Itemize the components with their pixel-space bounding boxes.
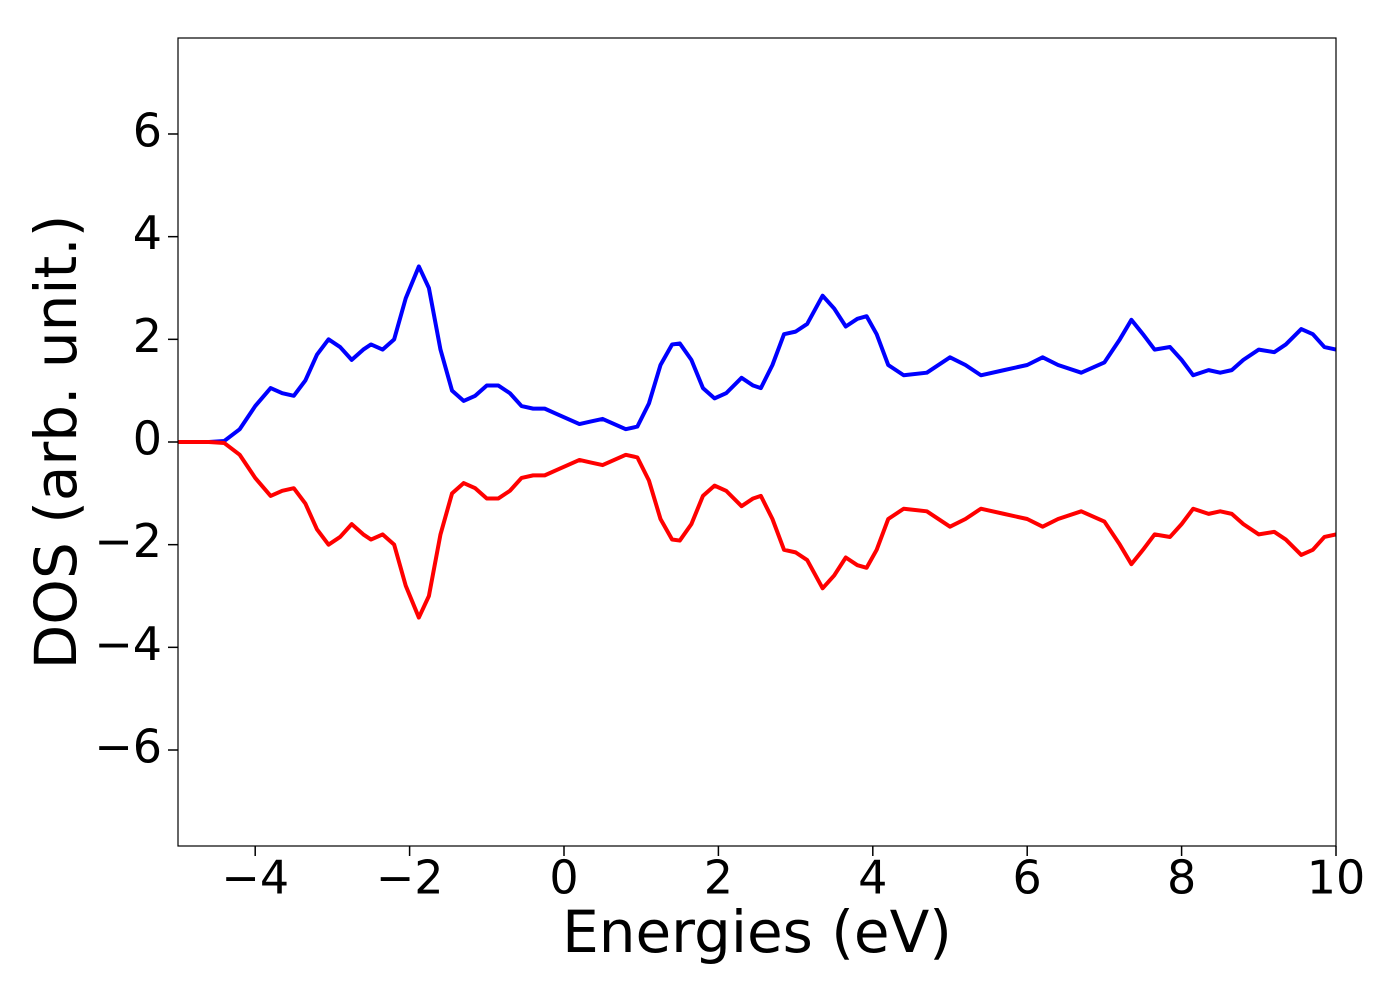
x-tick-label: 6 [1013,851,1042,905]
y-tick-label: −2 [94,514,162,568]
x-tick-label: 10 [1307,851,1366,905]
y-tick-label: 2 [133,309,162,363]
x-tick-label: 0 [549,851,578,905]
y-axis-label: DOS (arb. unit.) [22,215,90,670]
x-tick-label: −4 [221,851,289,905]
plot-frame [177,37,1337,847]
x-tick-label: 4 [858,851,887,905]
y-tick-label: −6 [94,720,162,774]
x-tick-label: 8 [1167,851,1196,905]
x-tick-label: −2 [376,851,444,905]
x-axis-label: Energies (eV) [562,898,952,966]
line-series [178,440,1337,620]
y-tick-label: −4 [94,617,162,671]
y-tick-label: 4 [133,206,162,260]
x-tick-label: 2 [704,851,733,905]
y-tick-label: 6 [133,103,162,157]
y-tick-label: 0 [133,412,162,466]
line-series [178,264,1337,444]
